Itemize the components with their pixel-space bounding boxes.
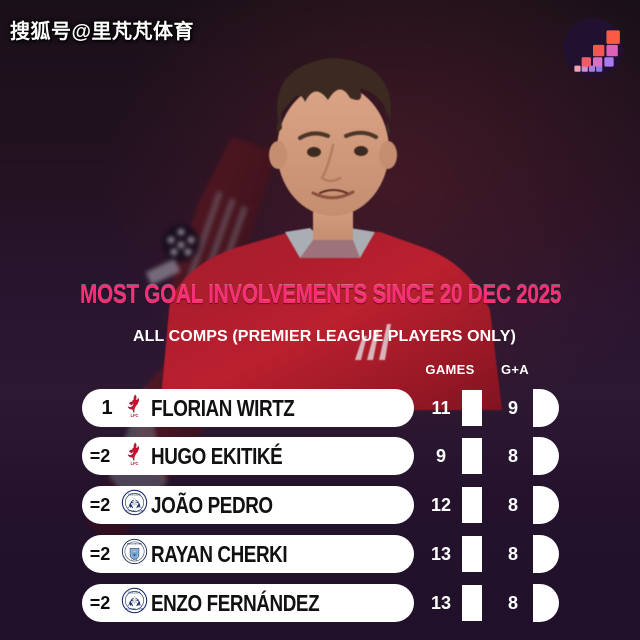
svg-text:CHELSEA: CHELSEA bbox=[128, 591, 141, 594]
svg-text:FOOTBALL CLUB: FOOTBALL CLUB bbox=[126, 607, 143, 610]
svg-text:LFC: LFC bbox=[130, 413, 138, 418]
svg-text:CHELSEA: CHELSEA bbox=[128, 493, 141, 496]
svg-text:FOOTBALL CLUB: FOOTBALL CLUB bbox=[126, 509, 143, 512]
svg-text:MANCHESTER: MANCHESTER bbox=[127, 543, 142, 546]
svg-text:LFC: LFC bbox=[130, 461, 138, 466]
